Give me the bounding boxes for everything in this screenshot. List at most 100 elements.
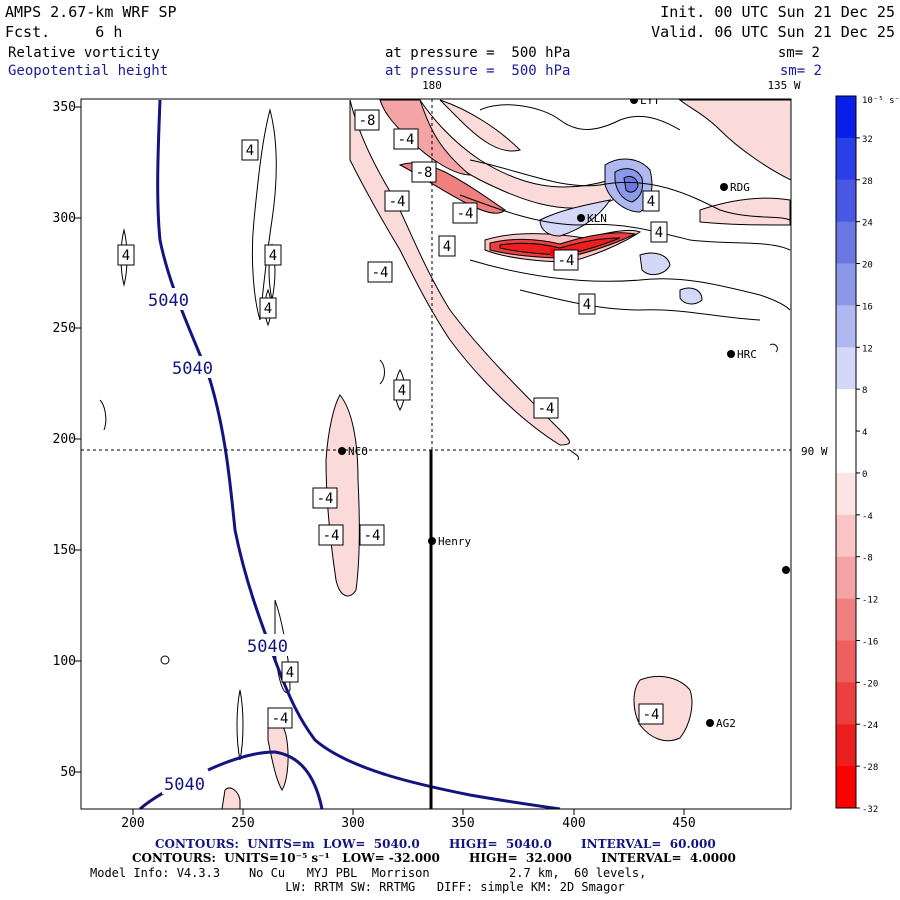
svg-text:-4: -4 bbox=[323, 528, 340, 544]
colorbar-label: 16 bbox=[862, 302, 873, 312]
svg-text:4: 4 bbox=[655, 225, 663, 241]
field1-name: Relative vorticity bbox=[8, 45, 160, 61]
svg-text:4: 4 bbox=[269, 248, 277, 264]
svg-text:RDG: RDG bbox=[730, 181, 750, 194]
colorbar-swatch bbox=[836, 221, 856, 265]
colorbar-label: 28 bbox=[862, 177, 873, 187]
height-label: 5040 bbox=[164, 775, 205, 795]
y-tick-label: 350 bbox=[53, 100, 76, 115]
colorbar-label: -20 bbox=[862, 679, 878, 689]
svg-text:-4: -4 bbox=[364, 528, 381, 544]
svg-text:-8: -8 bbox=[359, 113, 376, 129]
colorbar-swatch bbox=[836, 96, 856, 139]
station-marker: Henry bbox=[428, 535, 471, 548]
height-contour-info: CONTOURS: UNITS=m LOW= 5040.0 HIGH= 5040… bbox=[155, 837, 716, 851]
colorbar-label: 4 bbox=[862, 428, 867, 438]
vorticity-label: 4 bbox=[650, 221, 668, 243]
colorbar-swatch bbox=[836, 640, 856, 683]
field2-name: Geopotential height bbox=[8, 63, 168, 79]
colorbar-swatch bbox=[836, 766, 856, 809]
vorticity-label: -4 bbox=[384, 190, 410, 212]
y-tick-label: 150 bbox=[53, 543, 76, 558]
colorbar-units: 10⁻⁵ s⁻¹ bbox=[862, 96, 900, 106]
footer-contour-info: CONTOURS: UNITS=m LOW= 5040.0 HIGH= 5040… bbox=[132, 837, 736, 865]
x-tick-label: 400 bbox=[562, 816, 585, 831]
vorticity-label: 4 bbox=[438, 235, 456, 257]
vorticity-label: 4 bbox=[281, 661, 299, 683]
y-tick-label: 100 bbox=[53, 654, 76, 669]
svg-text:-4: -4 bbox=[558, 253, 575, 269]
svg-text:-4: -4 bbox=[272, 711, 289, 727]
colorbar-swatch bbox=[836, 556, 856, 600]
y-tick-label: 200 bbox=[53, 432, 76, 447]
colorbar-swatch bbox=[836, 682, 856, 725]
colorbar: 32 28 24 20 16 12 8 4 0 -4 -8 -12 -16 -20 -24 -28 -32 bbox=[835, 95, 878, 815]
vorticity-label: -4 bbox=[533, 397, 559, 419]
colorbar-swatch bbox=[836, 431, 856, 474]
svg-text:4: 4 bbox=[246, 143, 254, 159]
svg-text:4: 4 bbox=[647, 194, 655, 210]
colorbar-swatch bbox=[836, 598, 856, 641]
vorticity-label: -4 bbox=[359, 524, 385, 546]
station-marker: AG2 bbox=[706, 717, 736, 730]
svg-text:KLN: KLN bbox=[587, 212, 607, 225]
colorbar-label: 0 bbox=[862, 470, 867, 480]
colorbar-label: 8 bbox=[862, 386, 867, 396]
model-info-line2: LW: RRTM SW: RRTMG DIFF: simple KM: 2D S… bbox=[285, 880, 625, 894]
colorbar-label: -12 bbox=[862, 596, 878, 606]
field1-level: at pressure = 500 hPa bbox=[385, 45, 570, 61]
svg-text:4: 4 bbox=[583, 297, 591, 313]
colorbar-swatch bbox=[836, 305, 856, 348]
station-marker: NCO bbox=[338, 445, 368, 458]
plot-frame bbox=[80, 98, 792, 810]
station-markers: LYT RDG KLN HRC NCO Henry AG2 bbox=[338, 99, 790, 730]
station-marker: HRC bbox=[727, 348, 757, 361]
colorbar-label: 20 bbox=[862, 261, 873, 271]
vorticity-label: -4 bbox=[638, 703, 664, 725]
svg-text:4: 4 bbox=[264, 301, 272, 317]
valid-time: Valid. 06 UTC Sun 21 Dec 25 bbox=[651, 23, 895, 41]
lon-label-135w: 135 W bbox=[767, 79, 800, 92]
height-label: 5040 bbox=[148, 291, 189, 311]
colorbar-label: 12 bbox=[862, 344, 873, 354]
field2-smoothing: sm= 2 bbox=[780, 63, 822, 79]
vorticity-label: -4 bbox=[318, 524, 344, 546]
colorbar-label: -28 bbox=[862, 763, 878, 773]
vorticity-label: -4 bbox=[393, 128, 419, 150]
station-marker bbox=[782, 566, 790, 574]
colorbar-label: 24 bbox=[862, 219, 873, 229]
vorticity-label: 4 bbox=[393, 379, 411, 401]
station-marker: KLN bbox=[577, 212, 607, 225]
height-label: 5040 bbox=[172, 359, 213, 379]
y-tick-label: 250 bbox=[53, 321, 76, 336]
svg-text:NCO: NCO bbox=[348, 445, 368, 458]
x-tick-label: 450 bbox=[672, 816, 695, 831]
model-title: AMPS 2.67-km WRF SP bbox=[5, 3, 177, 21]
svg-text:-4: -4 bbox=[398, 132, 415, 148]
station-marker: RDG bbox=[720, 181, 750, 194]
colorbar-label: -16 bbox=[862, 637, 878, 647]
vorticity-label: -8 bbox=[354, 109, 380, 131]
vorticity-label: -4 bbox=[553, 249, 579, 271]
y-axis-ticks: 350 300 250 200 150 100 50 bbox=[53, 100, 76, 780]
colorbar-label: -32 bbox=[862, 805, 878, 815]
colorbar-swatch bbox=[836, 724, 856, 767]
footer-model-info: Model Info: V4.3.3 No Cu MYJ PBL Morriso… bbox=[90, 866, 646, 894]
header: AMPS 2.67-km WRF SP Fcst. 6 h Init. 00 U… bbox=[5, 3, 895, 41]
svg-text:-4: -4 bbox=[389, 194, 406, 210]
x-axis-ticks: 200 250 300 350 400 450 bbox=[121, 816, 695, 831]
field1-smoothing: sm= 2 bbox=[778, 45, 820, 61]
vorticity-label: 4 bbox=[642, 190, 660, 212]
vorticity-label: -4 bbox=[267, 707, 293, 729]
reference-lines bbox=[81, 99, 791, 451]
vorticity-label: -4 bbox=[312, 487, 338, 509]
colorbar-swatch bbox=[836, 137, 856, 181]
x-tick-label: 300 bbox=[341, 816, 364, 831]
forecast-hour: Fcst. 6 h bbox=[5, 23, 122, 41]
colorbar-label: -8 bbox=[862, 554, 873, 564]
vorticity-contours bbox=[99, 104, 791, 761]
colorbar-swatch bbox=[836, 347, 856, 390]
vorticity-label: 4 bbox=[264, 244, 282, 266]
vorticity-label: 4 bbox=[259, 297, 277, 319]
